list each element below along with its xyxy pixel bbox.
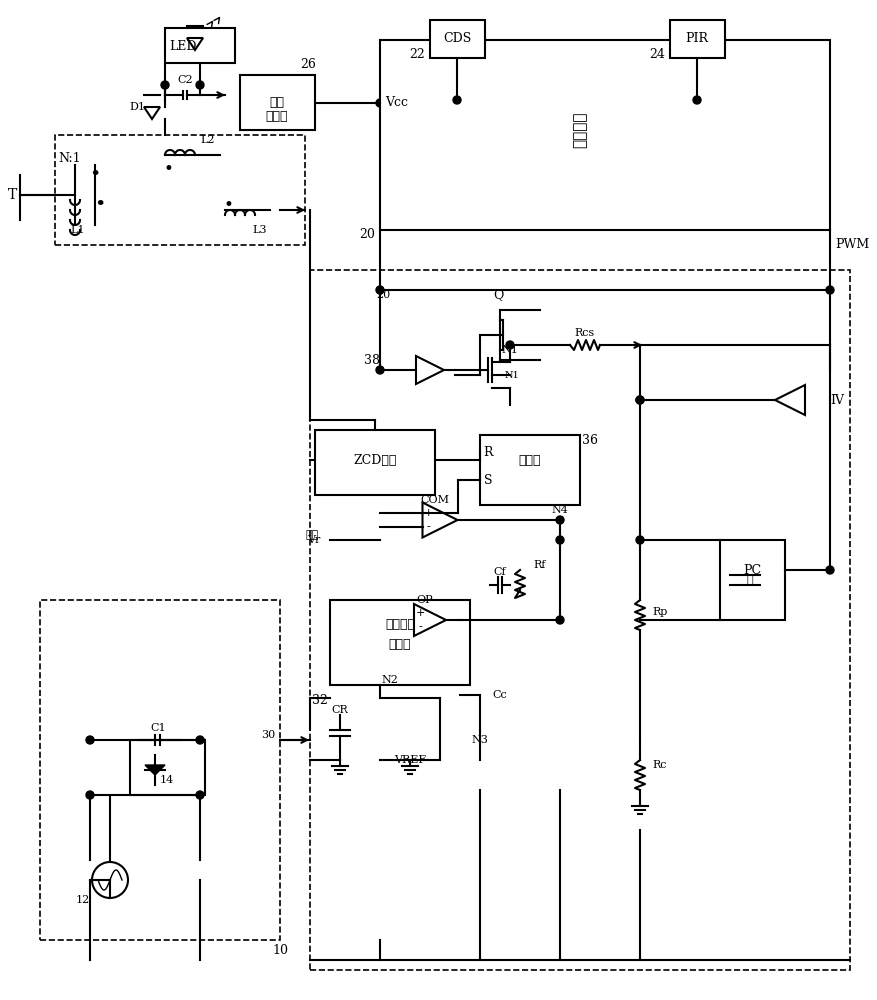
Text: Vcc: Vcc: [385, 97, 408, 109]
Bar: [165, 28, 235, 63]
Bar: [130, 740, 205, 795]
Bar: [720, 540, 785, 620]
Text: N4: N4: [552, 505, 568, 515]
Text: N1: N1: [502, 345, 518, 355]
Text: 38: 38: [364, 354, 380, 366]
Circle shape: [506, 341, 514, 349]
Text: VREF: VREF: [394, 755, 426, 765]
Text: -: -: [426, 522, 431, 532]
Circle shape: [556, 536, 564, 544]
Bar: [55, 135, 305, 245]
Circle shape: [636, 396, 644, 404]
Bar: [310, 270, 850, 970]
Bar: [670, 20, 725, 58]
Text: T: T: [7, 188, 17, 202]
Text: +: +: [424, 508, 433, 518]
Circle shape: [693, 96, 701, 104]
Text: N:1: N:1: [58, 151, 81, 164]
Text: Q: Q: [493, 288, 503, 302]
Bar: [315, 430, 435, 495]
Circle shape: [376, 99, 384, 107]
Circle shape: [161, 81, 169, 89]
Text: S: S: [484, 474, 492, 487]
Bar: [240, 75, 315, 130]
Text: 10: 10: [272, 944, 288, 956]
Text: N1: N1: [505, 370, 520, 379]
Text: LED: LED: [169, 39, 196, 52]
Circle shape: [376, 286, 384, 294]
Text: +: +: [416, 608, 424, 618]
Text: 26: 26: [300, 58, 316, 72]
Text: ∿∿: ∿∿: [305, 530, 318, 540]
Text: C2: C2: [177, 75, 193, 85]
Text: Rcs: Rcs: [575, 328, 595, 338]
Text: 锁存器: 锁存器: [519, 454, 541, 466]
Bar: [480, 435, 580, 505]
Text: 调整器: 调整器: [266, 109, 289, 122]
Circle shape: [826, 566, 834, 574]
Text: 32: 32: [312, 694, 328, 706]
Text: Rp: Rp: [652, 607, 667, 617]
Text: -: -: [418, 622, 422, 632]
Circle shape: [196, 736, 204, 744]
Text: 22: 22: [410, 48, 425, 62]
Circle shape: [86, 736, 94, 744]
Text: PWM: PWM: [835, 238, 869, 251]
Circle shape: [196, 81, 204, 89]
Text: PIR: PIR: [686, 32, 709, 45]
Bar: [40, 600, 280, 940]
Bar: [380, 40, 830, 230]
Text: •: •: [89, 166, 101, 184]
Text: CDS: CDS: [443, 32, 471, 45]
Text: Rc: Rc: [652, 760, 667, 770]
Circle shape: [376, 366, 384, 374]
Circle shape: [556, 516, 564, 524]
Circle shape: [453, 96, 461, 104]
Text: D1: D1: [129, 102, 145, 112]
Text: 20: 20: [359, 229, 375, 241]
Text: CR: CR: [332, 705, 348, 715]
Text: OP: OP: [417, 595, 433, 605]
Text: •: •: [223, 196, 233, 214]
Text: •: •: [163, 161, 173, 178]
Text: 36: 36: [582, 434, 598, 446]
Text: C1: C1: [150, 723, 166, 733]
Text: Cf: Cf: [494, 567, 506, 577]
Text: PC: PC: [743, 564, 761, 576]
Text: N2: N2: [381, 675, 398, 685]
Text: ⚡: ⚡: [746, 575, 753, 585]
Text: L2: L2: [201, 135, 215, 145]
Circle shape: [636, 396, 644, 404]
Bar: [330, 600, 470, 685]
Text: 12: 12: [75, 895, 90, 905]
Text: N3: N3: [472, 735, 488, 745]
Text: R: R: [483, 446, 493, 458]
Text: 参考信号: 参考信号: [385, 618, 415, 632]
Text: 电压: 电压: [269, 97, 284, 109]
Text: IV: IV: [830, 393, 844, 406]
Circle shape: [196, 791, 204, 799]
Text: 30: 30: [260, 730, 275, 740]
Text: 14: 14: [160, 775, 175, 785]
Text: 20: 20: [376, 290, 390, 300]
Text: 发生器: 发生器: [389, 639, 411, 652]
Text: Vr: Vr: [307, 535, 320, 545]
Text: ZCD单元: ZCD单元: [353, 454, 396, 466]
Circle shape: [826, 286, 834, 294]
Text: L3: L3: [253, 225, 267, 235]
Circle shape: [556, 616, 564, 624]
Text: L1: L1: [71, 225, 85, 235]
Text: 传感器板: 传感器板: [573, 112, 587, 148]
Text: •: •: [95, 196, 106, 214]
Circle shape: [86, 791, 94, 799]
Text: Cc: Cc: [493, 690, 508, 700]
Circle shape: [636, 536, 644, 544]
Text: 24: 24: [649, 48, 665, 62]
Text: Rf: Rf: [534, 560, 546, 570]
Bar: [430, 20, 485, 58]
Polygon shape: [145, 765, 165, 775]
Text: COM: COM: [420, 495, 450, 505]
